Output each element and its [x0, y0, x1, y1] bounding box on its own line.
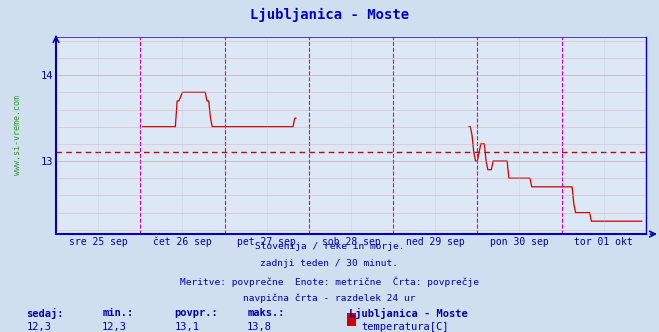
- Text: 13,8: 13,8: [247, 322, 272, 332]
- Text: min.:: min.:: [102, 308, 133, 318]
- Text: www.si-vreme.com: www.si-vreme.com: [13, 95, 22, 175]
- Text: temperatura[C]: temperatura[C]: [361, 322, 449, 332]
- Text: 13,1: 13,1: [175, 322, 200, 332]
- Text: povpr.:: povpr.:: [175, 308, 218, 318]
- Text: Slovenija / reke in morje.: Slovenija / reke in morje.: [255, 242, 404, 251]
- Text: Ljubljanica - Moste: Ljubljanica - Moste: [250, 8, 409, 23]
- Text: zadnji teden / 30 minut.: zadnji teden / 30 minut.: [260, 259, 399, 268]
- Text: sedaj:: sedaj:: [26, 308, 64, 319]
- Text: maks.:: maks.:: [247, 308, 285, 318]
- Text: navpična črta - razdelek 24 ur: navpična črta - razdelek 24 ur: [243, 293, 416, 303]
- Text: Ljubljanica - Moste: Ljubljanica - Moste: [349, 308, 468, 319]
- Text: 12,3: 12,3: [102, 322, 127, 332]
- Text: Meritve: povprečne  Enote: metrične  Črta: povprečje: Meritve: povprečne Enote: metrične Črta:…: [180, 276, 479, 287]
- Text: 12,3: 12,3: [26, 322, 51, 332]
